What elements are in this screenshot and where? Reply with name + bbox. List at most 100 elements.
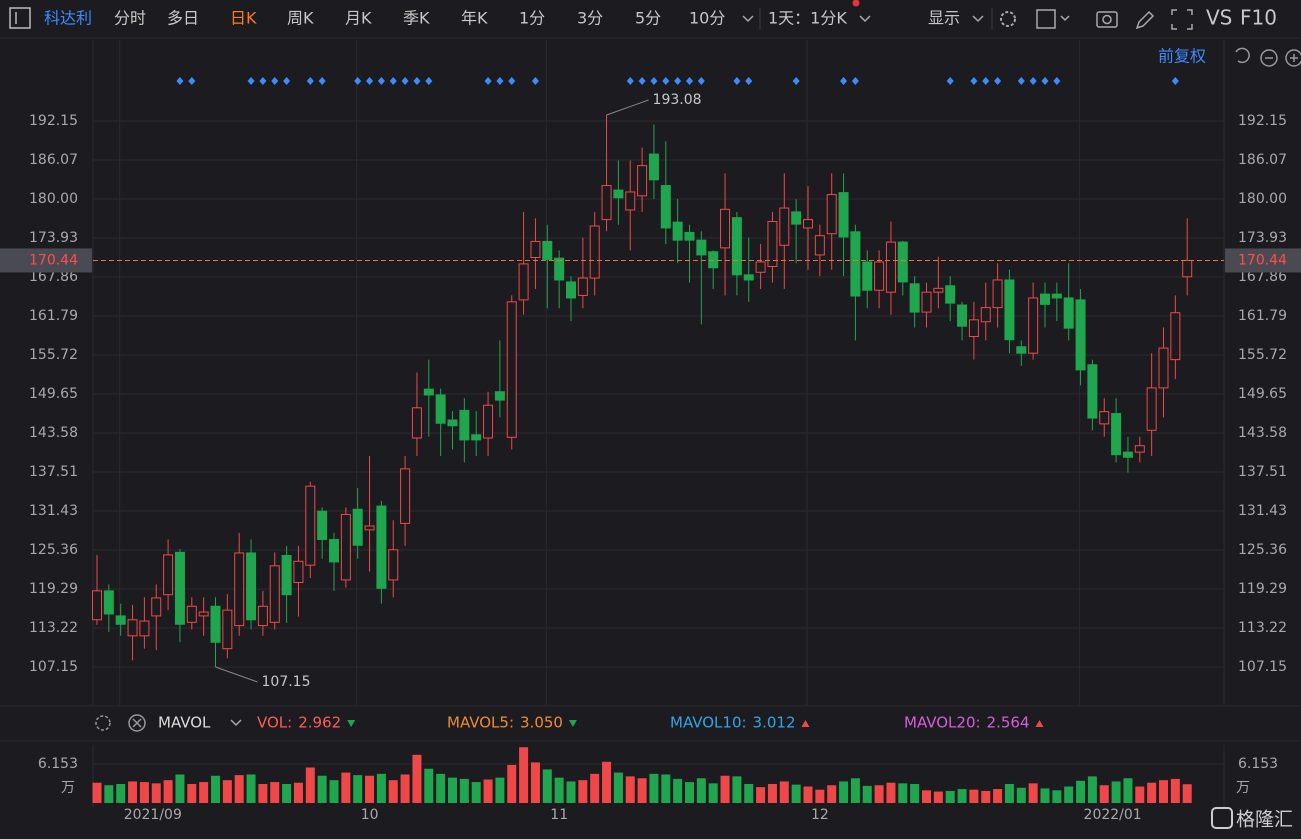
dropdown-icon[interactable] (742, 15, 754, 23)
y-tick-label: 180.00 (1238, 191, 1287, 207)
volume-bar (566, 781, 576, 803)
price-tag: 170.44 (1238, 252, 1287, 268)
event-marker (1171, 77, 1179, 85)
volume-bar (507, 764, 517, 803)
x-tick-label: 2022/01 (1084, 807, 1142, 823)
volume-bar (187, 783, 197, 803)
candle-body (909, 283, 920, 313)
volume-bar (317, 775, 327, 803)
volume-bar (139, 782, 149, 803)
vs-button[interactable]: VS (1206, 6, 1232, 30)
period-tab[interactable]: 日K (230, 9, 257, 28)
fullscreen-icon[interactable] (1171, 9, 1193, 30)
period-select[interactable]: 1天：1分K (768, 9, 847, 28)
dropdown-icon[interactable] (972, 15, 984, 23)
candle-body (293, 560, 304, 584)
indicator-close[interactable] (128, 714, 146, 732)
dropdown-icon[interactable] (1060, 15, 1070, 22)
display-menu[interactable]: 显示 (928, 9, 960, 28)
period-tab[interactable]: 年K (461, 9, 488, 28)
candle-body (340, 513, 351, 581)
candle-body (803, 219, 813, 229)
layout-icon[interactable] (1036, 9, 1056, 29)
volume-bar (353, 775, 363, 803)
menu-icon[interactable] (9, 7, 31, 29)
dropdown-icon[interactable] (859, 15, 871, 23)
period-tab[interactable]: 分时 (114, 9, 146, 28)
event-marker (401, 77, 409, 85)
indicator-close-x (132, 718, 142, 728)
indicator-settings[interactable] (95, 715, 111, 731)
candle-body (471, 434, 482, 441)
dropdown-icon[interactable] (230, 719, 242, 727)
event-marker (306, 77, 314, 85)
volume-bar (92, 782, 102, 803)
volume-bar (471, 782, 481, 803)
event-marker (425, 77, 433, 85)
zoom-out-icon[interactable] (1260, 49, 1278, 67)
candle-body (767, 221, 778, 267)
period-tab[interactable]: 5分 (635, 9, 661, 28)
indicator-value: 3.050 (520, 714, 563, 732)
candle-body (210, 605, 221, 643)
volume-bar (1170, 778, 1180, 803)
candle-body (1004, 279, 1015, 341)
candle-body (163, 554, 174, 596)
event-marker (745, 77, 753, 85)
period-tab[interactable]: 10分 (689, 9, 725, 28)
candle-body (648, 153, 659, 181)
candle-body (921, 291, 932, 313)
period-tab[interactable]: 月K (345, 9, 372, 28)
volume-bar (530, 762, 540, 803)
volume-bar (483, 779, 493, 803)
volume-bar (827, 785, 837, 803)
volume-bar (874, 785, 884, 803)
event-marker (259, 77, 267, 85)
candle-body (127, 619, 138, 637)
f10-button[interactable]: F10 (1240, 6, 1277, 30)
stock-name[interactable]: 科达利 (44, 9, 92, 28)
y-tick-label: 119.29 (29, 581, 78, 597)
event-marker (686, 77, 693, 85)
trend-arrow (347, 720, 356, 727)
event-marker (508, 77, 516, 85)
volume-bar (270, 782, 280, 803)
draw-icon[interactable] (1135, 10, 1155, 30)
adjust-menu[interactable]: 前复权 (1158, 47, 1206, 66)
candle-body (222, 609, 233, 650)
volume-bar (495, 777, 505, 803)
volume-bar (448, 777, 457, 803)
candle-body (1016, 346, 1027, 354)
volume-bar (542, 769, 552, 803)
period-tab[interactable]: 3分 (577, 9, 603, 28)
event-marker (674, 77, 682, 85)
event-marker (496, 77, 504, 85)
indicator-name[interactable]: MAVOL (158, 714, 211, 732)
candle-body (1051, 293, 1062, 299)
volume-bar (637, 778, 647, 803)
camera-icon[interactable] (1096, 11, 1118, 28)
candle-body (838, 192, 849, 238)
candle-body (625, 191, 636, 211)
volume-bar (839, 781, 849, 803)
candle-body (317, 510, 328, 540)
period-tab[interactable]: 多日 (167, 9, 199, 28)
candle-body (459, 409, 470, 441)
event-marker (662, 77, 670, 85)
volume-bar (293, 782, 303, 803)
volume-bar (163, 780, 173, 803)
candle-body (1063, 297, 1074, 329)
y-tick-label: 186.07 (29, 152, 78, 168)
event-marker (176, 77, 184, 85)
period-tab[interactable]: 季K (403, 9, 430, 28)
settings-icon[interactable] (1000, 11, 1016, 27)
candle-body (1134, 445, 1145, 453)
reset-icon[interactable] (1235, 47, 1250, 64)
candle-body (281, 555, 292, 596)
candle-body (506, 301, 517, 438)
candle-body (530, 240, 541, 258)
period-tab[interactable]: 周K (287, 9, 314, 28)
period-tab[interactable]: 1分 (519, 9, 545, 28)
zoom-in-icon[interactable] (1285, 49, 1301, 67)
